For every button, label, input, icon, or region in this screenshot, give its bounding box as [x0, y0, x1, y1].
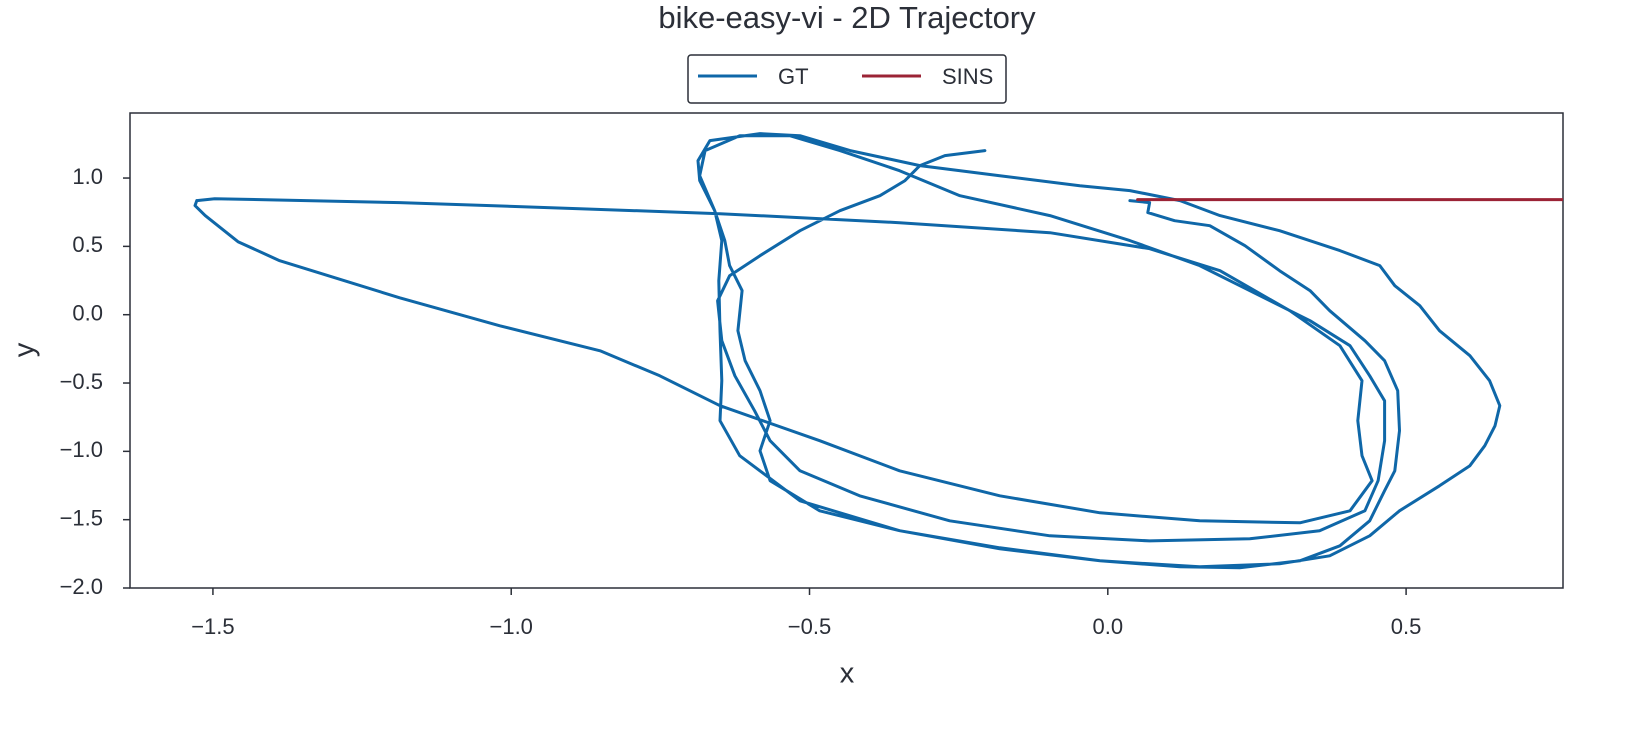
y-tick-label: −1.5 [60, 505, 103, 530]
y-tick-label: −0.5 [60, 369, 103, 394]
legend-label: SINS [942, 64, 993, 89]
x-tick-label: −1.0 [489, 614, 532, 639]
y-axis-label: y [9, 342, 41, 357]
y-tick-label: 0.0 [72, 301, 103, 326]
x-tick-label: −0.5 [788, 614, 831, 639]
x-axis-label: x [840, 658, 855, 690]
y-tick-label: −1.0 [60, 437, 103, 462]
y-tick-label: 1.0 [72, 164, 103, 189]
plot-frame [129, 112, 1564, 589]
y-tick-label: 0.5 [72, 232, 103, 257]
legend-label: GT [778, 64, 809, 89]
x-tick-label: 0.5 [1391, 614, 1422, 639]
y-tick-label: −2.0 [60, 574, 103, 599]
x-tick-label: −1.5 [191, 614, 234, 639]
legend-box [687, 54, 1007, 104]
series-line [193, 132, 1502, 570]
chart-title: bike-easy-vi - 2D Trajectory [658, 0, 1036, 35]
x-tick-label: 0.0 [1093, 614, 1124, 639]
